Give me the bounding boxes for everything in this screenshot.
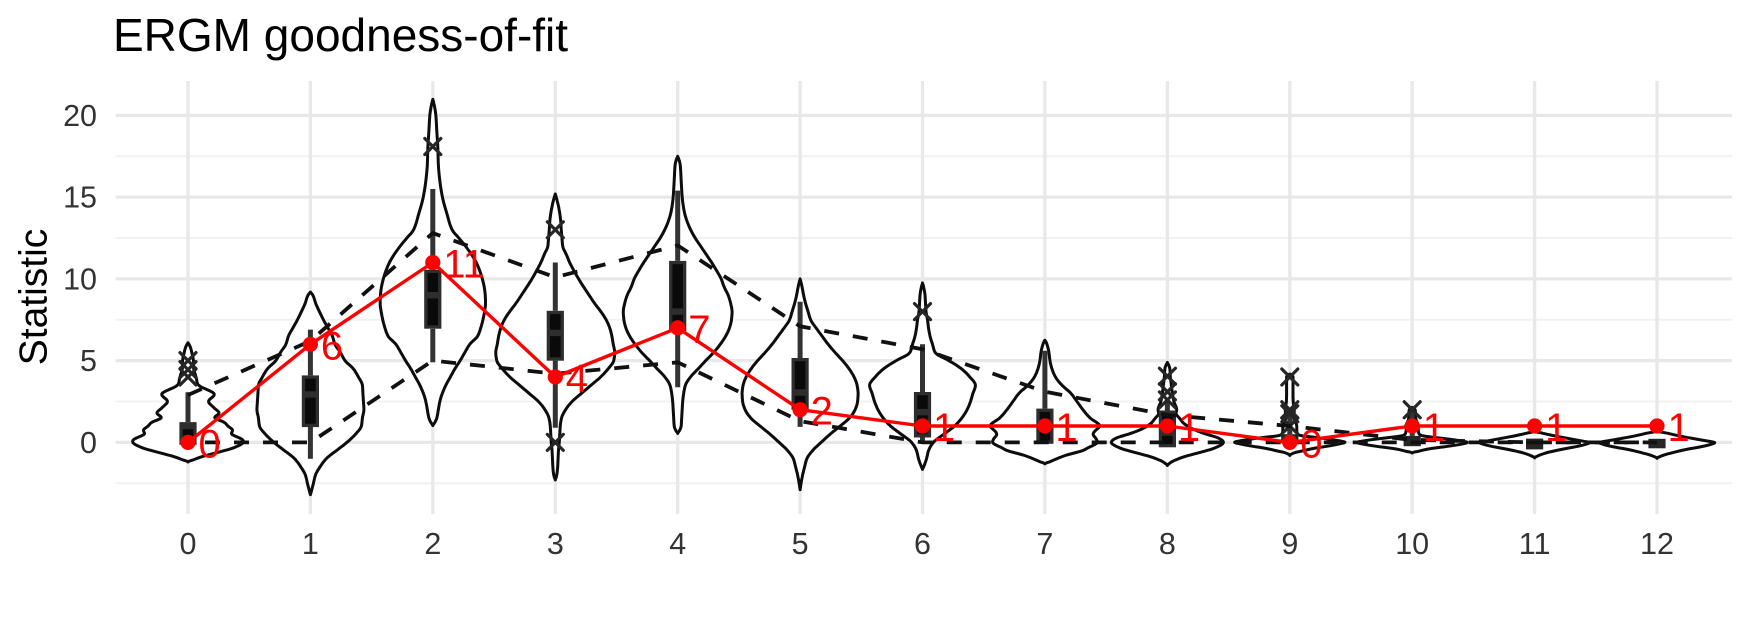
svg-text:9: 9 — [1281, 527, 1298, 561]
svg-text:5: 5 — [792, 527, 809, 561]
svg-text:5: 5 — [80, 344, 97, 378]
svg-text:0: 0 — [80, 426, 97, 460]
svg-text:1: 1 — [1545, 406, 1567, 450]
svg-text:2: 2 — [424, 527, 441, 561]
svg-text:1: 1 — [1668, 406, 1690, 450]
svg-text:8: 8 — [1159, 527, 1176, 561]
svg-text:0: 0 — [180, 527, 197, 561]
svg-text:6: 6 — [321, 324, 343, 368]
svg-text:12: 12 — [1640, 527, 1674, 561]
svg-text:10: 10 — [1395, 527, 1429, 561]
svg-text:20: 20 — [63, 99, 97, 133]
svg-text:4: 4 — [566, 357, 588, 401]
svg-text:0: 0 — [199, 422, 221, 466]
svg-text:1: 1 — [933, 406, 955, 450]
svg-text:Statistic: Statistic — [13, 229, 56, 366]
svg-text:1: 1 — [1055, 406, 1077, 450]
svg-text:ERGM goodness-of-fit: ERGM goodness-of-fit — [113, 9, 568, 61]
svg-text:1: 1 — [1423, 406, 1445, 450]
svg-text:11: 11 — [1519, 527, 1551, 561]
svg-text:7: 7 — [1036, 527, 1053, 561]
svg-text:0: 0 — [1300, 422, 1322, 466]
svg-text:6: 6 — [914, 527, 931, 561]
svg-text:1: 1 — [1178, 406, 1200, 450]
svg-text:10: 10 — [63, 262, 97, 296]
svg-text:1: 1 — [302, 527, 319, 561]
svg-text:4: 4 — [669, 527, 686, 561]
svg-text:7: 7 — [688, 308, 710, 352]
svg-text:3: 3 — [547, 527, 564, 561]
svg-text:15: 15 — [63, 181, 97, 215]
svg-text:11: 11 — [443, 243, 485, 287]
svg-text:2: 2 — [811, 390, 833, 434]
